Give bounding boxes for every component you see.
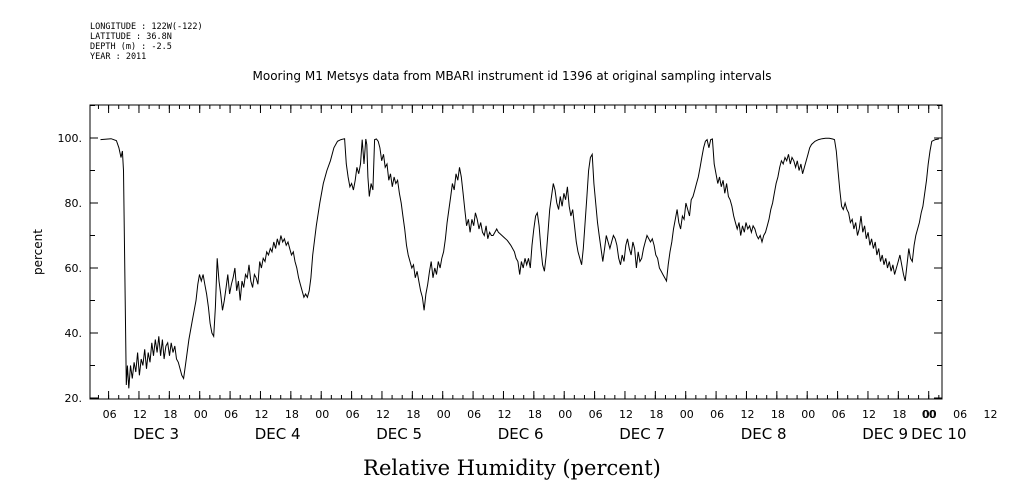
hour-tick-labels: 06 12 18 00 06 12 18 00 06 12 18 00 06 12 18 00 06 12 18 00… bbox=[103, 408, 998, 421]
x-hour-label: 06 bbox=[710, 408, 724, 421]
x-hour-label: 06 bbox=[224, 408, 238, 421]
plot-frame bbox=[89, 104, 943, 400]
x-hour-label: 06 bbox=[953, 408, 967, 421]
x-hour-label: 18 bbox=[892, 408, 906, 421]
x-hour-label: 12 bbox=[497, 408, 511, 421]
x-hour-label: 18 bbox=[163, 408, 177, 421]
chart-title: Mooring M1 Metsys data from MBARI instru… bbox=[253, 69, 772, 83]
x-day-label: DEC 5 bbox=[376, 425, 422, 443]
x-hour-label: 12 bbox=[740, 408, 754, 421]
x-hour-label: 12 bbox=[376, 408, 390, 421]
x-hour-label: 00 bbox=[680, 408, 694, 421]
x-day-label: DEC 7 bbox=[619, 425, 665, 443]
x-axis-label: Relative Humidity (percent) bbox=[363, 456, 661, 480]
x-hour-label: 12 bbox=[254, 408, 268, 421]
day-tick-labels: DEC 3 DEC 4 DEC 5 DEC 6 DEC 7 DEC 8 DEC 9 DEC 1… bbox=[133, 425, 966, 443]
year-label: YEAR : 2011 bbox=[90, 52, 147, 62]
x-hour-label: 18 bbox=[649, 408, 663, 421]
y-tick-label: 40. bbox=[65, 327, 83, 340]
x-hour-label: 12 bbox=[619, 408, 633, 421]
x-day-label: DEC 3 bbox=[133, 425, 179, 443]
depth-label: DEPTH (m) : -2.5 bbox=[90, 42, 172, 52]
x-hour-label: 06 bbox=[346, 408, 360, 421]
x-hour-label: 18 bbox=[285, 408, 299, 421]
x-hour-label: 06 bbox=[589, 408, 603, 421]
x-hour-label: 00 bbox=[437, 408, 451, 421]
x-hour-label: 06 bbox=[467, 408, 481, 421]
humidity-series-line bbox=[100, 137, 939, 389]
x-day-label: DEC 8 bbox=[741, 425, 787, 443]
x-day-label: DEC 6 bbox=[498, 425, 544, 443]
longitude-label: LONGITUDE : 122W(-122) bbox=[90, 22, 203, 32]
x-hour-label: 00 bbox=[801, 408, 815, 421]
x-hour-label: 18 bbox=[406, 408, 420, 421]
y-tick-label: 60. bbox=[65, 262, 83, 275]
latitude-label: LATITUDE : 36.8N bbox=[90, 32, 172, 42]
x-hour-label: 12 bbox=[862, 408, 876, 421]
x-hour-label: 12 bbox=[983, 408, 997, 421]
metadata-block: LONGITUDE : 122W(-122) LATITUDE : 36.8N … bbox=[90, 22, 203, 62]
axis-ticks bbox=[90, 105, 942, 399]
x-hour-label: 06 bbox=[832, 408, 846, 421]
y-axis-label: percent bbox=[31, 229, 45, 275]
x-day-label: DEC 4 bbox=[255, 425, 301, 443]
x-hour-label: 00 bbox=[315, 408, 329, 421]
y-tick-labels: 20. 40. 60. 80. 100. bbox=[58, 132, 83, 405]
x-hour-label: 18 bbox=[528, 408, 542, 421]
y-tick-label: 80. bbox=[65, 197, 83, 210]
x-hour-label: 00 bbox=[922, 408, 936, 421]
x-day-label: DEC 10 bbox=[911, 425, 966, 443]
x-hour-label: 00 bbox=[558, 408, 572, 421]
x-hour-label: 00 bbox=[194, 408, 208, 421]
x-hour-label: 12 bbox=[133, 408, 147, 421]
x-hour-label: 00 bbox=[923, 408, 937, 421]
x-hour-label: 18 bbox=[771, 408, 785, 421]
y-tick-label: 20. bbox=[65, 392, 83, 405]
x-day-label: DEC 9 bbox=[862, 425, 908, 443]
x-hour-label: 06 bbox=[103, 408, 117, 421]
y-tick-label: 100. bbox=[58, 132, 83, 145]
